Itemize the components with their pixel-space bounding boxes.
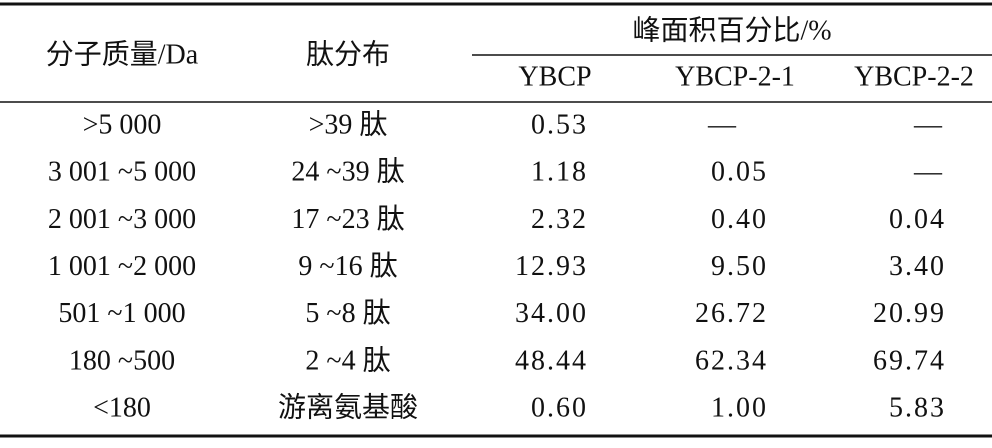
table-cell: 62.34 [695, 345, 768, 376]
table-cell: 0.40 [711, 204, 768, 235]
table-cell: >5 000 [83, 109, 162, 140]
table-cell: 1 001 ~2 000 [48, 251, 196, 282]
table-cell: 3.40 [889, 251, 946, 282]
header-cell: YBCP [518, 61, 591, 92]
table-cell: 2 001 ~3 000 [48, 204, 196, 235]
header-cell: 肽分布 [306, 38, 390, 70]
table-cell: 69.74 [873, 345, 946, 376]
table-cell: 501 ~1 000 [58, 298, 185, 329]
table-cell: — [707, 109, 737, 140]
table-cell: 48.44 [515, 345, 588, 376]
header-cell: 分子质量/Da [46, 38, 199, 70]
table-cell: 12.93 [515, 251, 588, 282]
table-cell: 17 ~23 肽 [291, 203, 404, 235]
table-cell: 0.05 [711, 157, 768, 188]
table-cell: 24 ~39 肽 [291, 156, 404, 188]
table-cell: 5 ~8 肽 [305, 297, 390, 329]
table-cell: 2 ~4 肽 [305, 344, 390, 376]
table-cell: 0.60 [531, 393, 588, 424]
table-cell: 2.32 [531, 204, 588, 235]
table-cell: 0.04 [889, 204, 946, 235]
table-cell: 游离氨基酸 [278, 392, 418, 424]
table-cell: 34.00 [515, 298, 588, 329]
table-cell: 0.53 [531, 109, 588, 140]
table-cell: 1.00 [711, 393, 768, 424]
table-cell: 20.99 [873, 298, 946, 329]
table-cell: 26.72 [695, 298, 768, 329]
table-cell: 180 ~500 [69, 345, 175, 376]
table-cell: >39 肽 [309, 108, 388, 140]
header-cell: YBCP-2-1 [675, 61, 795, 92]
header-cell: YBCP-2-2 [854, 61, 974, 92]
table-cell: 3 001 ~5 000 [48, 157, 196, 188]
table-cell: — [913, 109, 943, 140]
table-cell: 9.50 [711, 251, 768, 282]
table-cell: <180 [93, 393, 151, 424]
table-cell: 5.83 [889, 393, 946, 424]
table-cell: — [913, 157, 943, 188]
header-cell: 峰面积百分比/% [632, 14, 831, 46]
table-cell: 9 ~16 肽 [298, 250, 397, 282]
table-cell: 1.18 [531, 157, 588, 188]
